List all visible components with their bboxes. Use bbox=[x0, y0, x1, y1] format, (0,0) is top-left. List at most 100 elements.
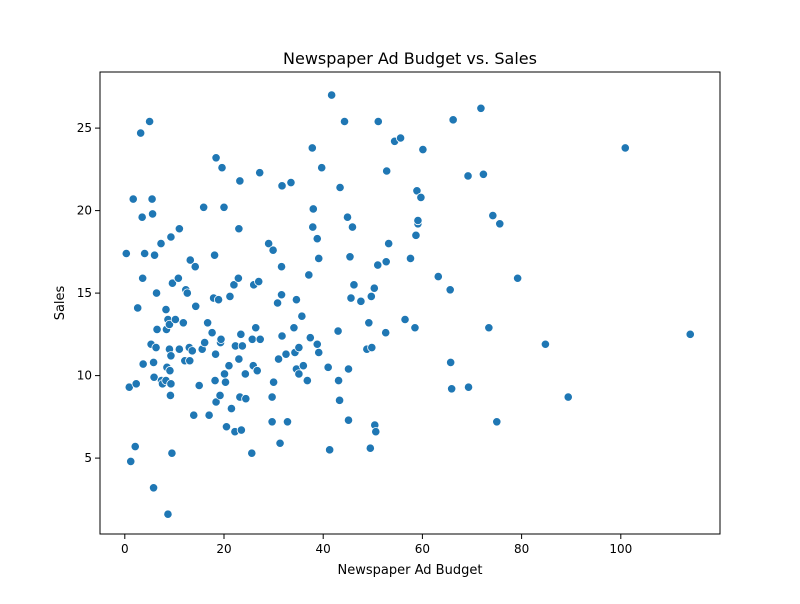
data-point bbox=[327, 90, 337, 100]
data-point bbox=[264, 239, 274, 249]
data-point bbox=[138, 359, 148, 369]
plot-background bbox=[100, 72, 720, 534]
data-point bbox=[152, 324, 162, 334]
data-point bbox=[236, 329, 246, 339]
chart-title: Newspaper Ad Budget vs. Sales bbox=[283, 49, 537, 68]
data-point bbox=[345, 252, 355, 262]
data-point bbox=[190, 262, 200, 272]
data-point bbox=[333, 326, 343, 336]
data-point bbox=[620, 143, 630, 153]
data-point bbox=[294, 369, 304, 379]
data-point bbox=[126, 456, 136, 466]
data-point bbox=[433, 271, 443, 282]
data-point bbox=[136, 128, 146, 138]
data-point bbox=[241, 394, 251, 404]
data-point bbox=[304, 270, 314, 280]
data-point bbox=[226, 403, 237, 414]
data-point bbox=[267, 417, 277, 427]
data-point bbox=[488, 210, 498, 221]
data-point bbox=[211, 153, 221, 163]
data-point bbox=[194, 380, 204, 391]
data-point bbox=[495, 219, 505, 229]
x-tick-label: 80 bbox=[514, 542, 529, 556]
data-point bbox=[178, 318, 188, 328]
data-point bbox=[276, 290, 287, 300]
data-point bbox=[286, 177, 296, 188]
y-tick-label: 25 bbox=[77, 121, 92, 135]
data-point bbox=[229, 280, 239, 290]
data-point bbox=[308, 204, 318, 214]
data-point bbox=[369, 283, 379, 293]
data-point bbox=[267, 392, 277, 402]
data-point bbox=[277, 181, 287, 191]
data-point bbox=[347, 222, 358, 232]
data-point bbox=[151, 288, 162, 298]
data-point bbox=[203, 318, 213, 328]
data-point bbox=[413, 215, 423, 226]
data-point bbox=[137, 212, 147, 222]
y-axis: 5 10 15 20 25 bbox=[77, 121, 100, 465]
data-point bbox=[405, 253, 416, 264]
x-tick-label: 60 bbox=[415, 542, 430, 556]
data-point bbox=[161, 304, 171, 315]
data-point bbox=[130, 441, 140, 452]
data-point bbox=[236, 425, 246, 435]
data-point bbox=[149, 372, 159, 382]
data-point bbox=[343, 364, 354, 374]
y-tick-label: 10 bbox=[77, 369, 92, 383]
data-point bbox=[685, 329, 695, 339]
data-point bbox=[215, 390, 225, 400]
data-point bbox=[240, 369, 250, 379]
data-point bbox=[255, 168, 265, 178]
y-tick-label: 20 bbox=[77, 204, 92, 218]
data-point bbox=[145, 116, 155, 127]
data-point bbox=[371, 427, 381, 437]
data-point bbox=[185, 356, 195, 366]
data-point bbox=[199, 202, 209, 212]
data-point bbox=[346, 293, 356, 303]
x-tick-label: 100 bbox=[609, 542, 632, 556]
data-point bbox=[312, 339, 322, 349]
data-point bbox=[128, 194, 138, 204]
data-point bbox=[216, 334, 226, 344]
data-point bbox=[166, 232, 176, 242]
x-tick-label: 0 bbox=[121, 542, 129, 556]
data-point bbox=[225, 291, 235, 301]
data-point bbox=[373, 260, 383, 270]
data-point bbox=[381, 328, 391, 338]
data-point bbox=[277, 331, 287, 341]
data-point bbox=[447, 384, 457, 394]
data-point bbox=[463, 171, 473, 181]
data-point bbox=[365, 443, 375, 453]
data-point bbox=[220, 377, 231, 387]
data-point bbox=[187, 346, 197, 356]
data-point bbox=[384, 239, 394, 249]
data-point bbox=[151, 342, 161, 353]
data-point bbox=[297, 311, 307, 321]
data-point bbox=[349, 280, 359, 290]
data-point bbox=[416, 192, 426, 202]
data-point bbox=[174, 224, 184, 234]
data-point bbox=[382, 166, 392, 176]
data-point bbox=[167, 448, 177, 458]
data-point bbox=[418, 144, 428, 155]
data-point bbox=[149, 250, 160, 260]
data-point bbox=[412, 186, 422, 196]
data-point bbox=[121, 248, 131, 259]
data-point bbox=[255, 334, 265, 344]
data-point bbox=[312, 234, 322, 244]
data-point bbox=[339, 116, 350, 127]
data-point bbox=[140, 248, 150, 259]
y-tick-label: 5 bbox=[84, 451, 92, 465]
data-point bbox=[166, 351, 176, 361]
data-point bbox=[446, 357, 456, 367]
data-point bbox=[217, 163, 227, 173]
data-point bbox=[165, 390, 176, 400]
data-point bbox=[540, 339, 551, 349]
data-point bbox=[166, 379, 176, 389]
data-point bbox=[373, 116, 383, 127]
data-point bbox=[492, 417, 502, 427]
data-point bbox=[381, 257, 391, 267]
data-point bbox=[147, 194, 157, 204]
